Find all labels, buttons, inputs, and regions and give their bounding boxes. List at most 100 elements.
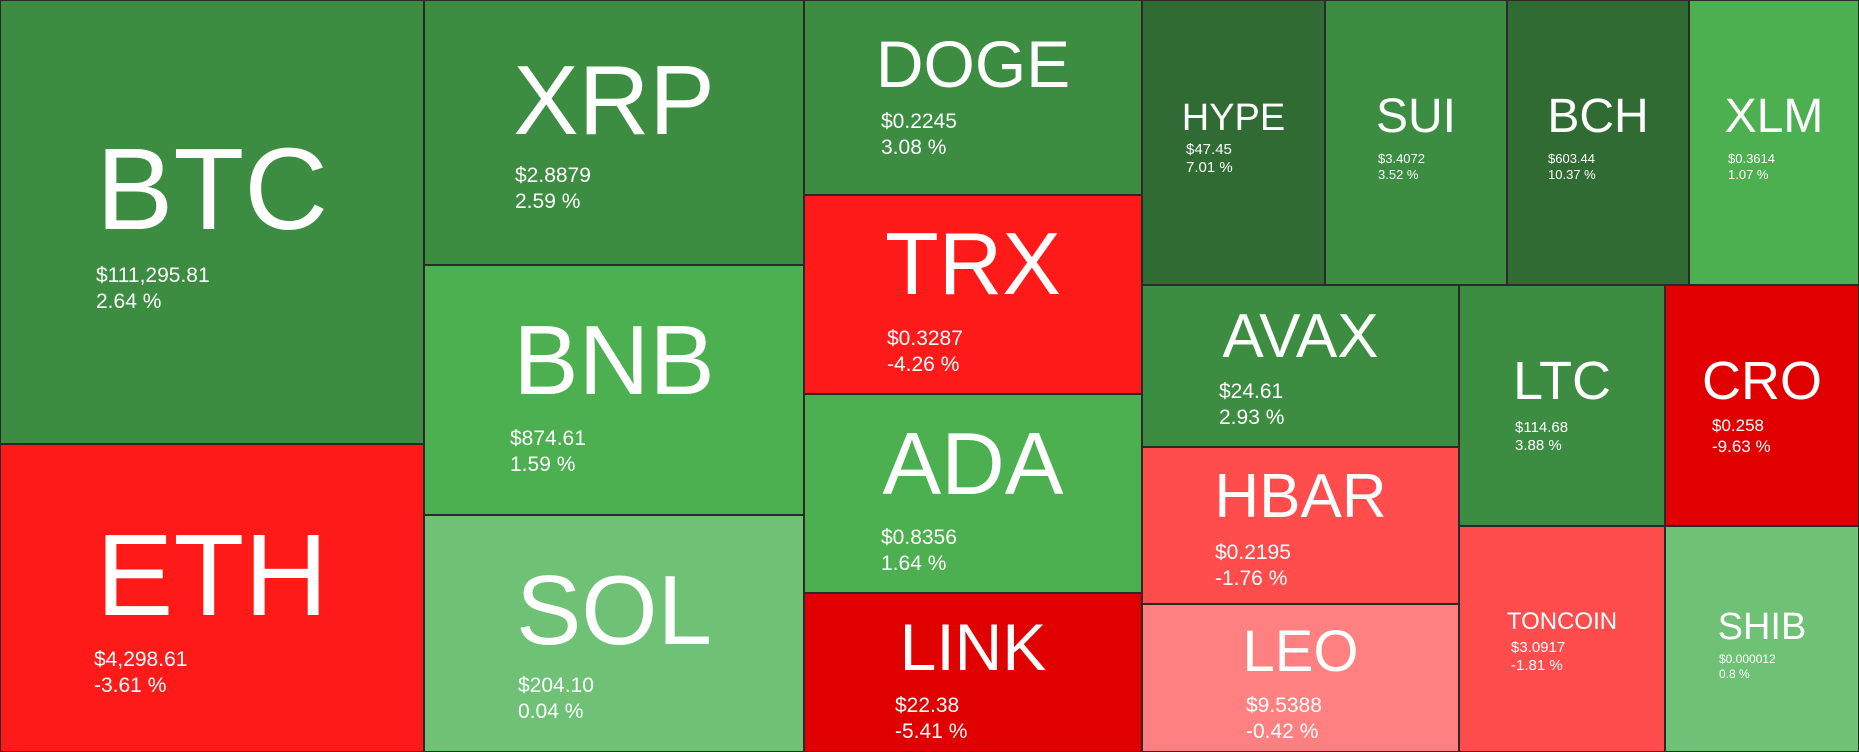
tile-price: $0.2245 bbox=[881, 110, 957, 133]
tile-change: 1.64 % bbox=[881, 551, 947, 575]
tile-sui[interactable]: SUI $3.4072 3.52 % bbox=[1325, 0, 1507, 285]
tile-bnb[interactable]: BNB $874.61 1.59 % bbox=[424, 265, 804, 515]
tile-cro[interactable]: CRO $0.258 -9.63 % bbox=[1665, 285, 1859, 526]
tile-info: $111,295.81 2.64 % bbox=[96, 263, 210, 314]
tile-info: $24.61 2.93 % bbox=[1219, 379, 1284, 430]
tile-price: $0.000012 bbox=[1719, 652, 1776, 666]
tile-leo[interactable]: LEO $9.5388 -0.42 % bbox=[1142, 604, 1459, 752]
tile-symbol: ETH bbox=[96, 510, 328, 640]
tile-price: $114.68 bbox=[1515, 419, 1569, 436]
tile-toncoin[interactable]: TONCOIN $3.0917 -1.81 % bbox=[1459, 526, 1665, 752]
tile-info: $2.8879 2.59 % bbox=[515, 163, 591, 214]
tile-symbol: SUI bbox=[1375, 90, 1456, 143]
tile-symbol: DOGE bbox=[875, 27, 1071, 101]
tile-change: -1.76 % bbox=[1215, 566, 1288, 590]
tile-info: $0.2245 3.08 % bbox=[881, 109, 957, 160]
tile-hbar[interactable]: HBAR $0.2195 -1.76 % bbox=[1142, 447, 1459, 604]
tile-change: 2.64 % bbox=[96, 289, 162, 313]
tile-price: $111,295.81 bbox=[96, 264, 210, 287]
tile-price: $0.3614 bbox=[1728, 151, 1775, 166]
tile-info: $603.44 10.37 % bbox=[1548, 151, 1596, 183]
tile-symbol: LINK bbox=[899, 610, 1047, 684]
tile-symbol: TRX bbox=[885, 214, 1061, 313]
tile-change: -1.81 % bbox=[1511, 657, 1563, 675]
tile-ada[interactable]: ADA $0.8356 1.64 % bbox=[804, 394, 1142, 593]
tile-change: 7.01 % bbox=[1186, 159, 1233, 177]
tile-change: -3.61 % bbox=[94, 673, 167, 697]
tile-symbol: AVAX bbox=[1222, 302, 1379, 371]
tile-symbol: HYPE bbox=[1181, 97, 1286, 139]
tile-info: $0.3287 -4.26 % bbox=[887, 326, 963, 377]
tile-xlm[interactable]: XLM $0.3614 1.07 % bbox=[1689, 0, 1859, 285]
tile-symbol: HBAR bbox=[1214, 462, 1387, 531]
tile-ltc[interactable]: LTC $114.68 3.88 % bbox=[1459, 285, 1665, 526]
tile-price: $9.5388 bbox=[1246, 694, 1322, 717]
tile-symbol: SOL bbox=[515, 555, 713, 665]
tile-change: -4.26 % bbox=[887, 352, 960, 376]
tile-price: $0.258 bbox=[1712, 416, 1764, 435]
tile-info: $3.0917 -1.81 % bbox=[1511, 639, 1565, 676]
tile-info: $0.3614 1.07 % bbox=[1728, 151, 1775, 183]
tile-change: -5.41 % bbox=[895, 719, 968, 743]
tile-trx[interactable]: TRX $0.3287 -4.26 % bbox=[804, 195, 1142, 394]
tile-avax[interactable]: AVAX $24.61 2.93 % bbox=[1142, 285, 1459, 447]
tile-change: 1.07 % bbox=[1728, 166, 1769, 182]
tile-btc[interactable]: BTC $111,295.81 2.64 % bbox=[0, 0, 424, 444]
tile-change: 3.88 % bbox=[1515, 437, 1562, 455]
tile-change: 2.59 % bbox=[515, 189, 581, 213]
tile-sol[interactable]: SOL $204.10 0.04 % bbox=[424, 515, 804, 752]
tile-symbol: BCH bbox=[1547, 90, 1649, 143]
tile-doge[interactable]: DOGE $0.2245 3.08 % bbox=[804, 0, 1142, 195]
tile-info: $22.38 -5.41 % bbox=[895, 693, 967, 744]
tile-price: $0.3287 bbox=[887, 327, 963, 350]
tile-info: $0.258 -9.63 % bbox=[1712, 416, 1771, 457]
tile-info: $204.10 0.04 % bbox=[518, 673, 594, 724]
tile-info: $3.4072 3.52 % bbox=[1378, 151, 1425, 183]
tile-change: -9.63 % bbox=[1712, 436, 1771, 456]
tile-change: 2.93 % bbox=[1219, 405, 1285, 429]
tile-info: $9.5388 -0.42 % bbox=[1246, 693, 1322, 744]
tile-symbol: CRO bbox=[1702, 351, 1822, 411]
tile-link[interactable]: LINK $22.38 -5.41 % bbox=[804, 593, 1142, 752]
tile-price: $603.44 bbox=[1548, 151, 1595, 166]
tile-change: -0.42 % bbox=[1246, 719, 1319, 743]
tile-info: $47.45 7.01 % bbox=[1186, 141, 1233, 178]
tile-change: 3.52 % bbox=[1378, 166, 1419, 182]
tile-symbol: BNB bbox=[513, 305, 715, 415]
tile-info: $0.2195 -1.76 % bbox=[1215, 540, 1291, 591]
tile-symbol: TONCOIN bbox=[1506, 608, 1618, 635]
tile-info: $0.8356 1.64 % bbox=[881, 525, 957, 576]
tile-info: $0.000012 0.8 % bbox=[1719, 652, 1776, 681]
tile-price: $4,298.61 bbox=[94, 648, 188, 671]
tile-symbol: SHIB bbox=[1717, 606, 1807, 648]
tile-price: $204.10 bbox=[518, 674, 594, 697]
tile-bch[interactable]: BCH $603.44 10.37 % bbox=[1507, 0, 1689, 285]
tile-symbol: LTC bbox=[1512, 351, 1611, 411]
tile-hype[interactable]: HYPE $47.45 7.01 % bbox=[1142, 0, 1325, 285]
tile-change: 0.8 % bbox=[1719, 666, 1750, 681]
tile-info: $4,298.61 -3.61 % bbox=[94, 647, 187, 698]
tile-shib[interactable]: SHIB $0.000012 0.8 % bbox=[1665, 526, 1859, 752]
tile-price: $0.2195 bbox=[1215, 541, 1291, 564]
tile-price: $3.0917 bbox=[1511, 639, 1566, 656]
tile-price: $47.45 bbox=[1186, 141, 1232, 158]
tile-price: $0.8356 bbox=[881, 526, 957, 549]
tile-change: 3.08 % bbox=[881, 135, 947, 159]
tile-change: 10.37 % bbox=[1548, 166, 1596, 182]
tile-info: $114.68 3.88 % bbox=[1515, 419, 1568, 456]
tile-symbol: ADA bbox=[882, 414, 1064, 513]
tile-xrp[interactable]: XRP $2.8879 2.59 % bbox=[424, 0, 804, 265]
tile-price: $22.38 bbox=[895, 694, 960, 717]
tile-symbol: LEO bbox=[1242, 619, 1359, 684]
tile-price: $874.61 bbox=[510, 427, 586, 450]
tile-info: $874.61 1.59 % bbox=[510, 426, 586, 477]
tile-price: $24.61 bbox=[1219, 380, 1284, 403]
tile-symbol: BTC bbox=[96, 124, 328, 254]
tile-price: $3.4072 bbox=[1378, 151, 1425, 166]
tile-eth[interactable]: ETH $4,298.61 -3.61 % bbox=[0, 444, 424, 752]
tile-change: 0.04 % bbox=[518, 699, 584, 723]
tile-price: $2.8879 bbox=[515, 164, 591, 187]
tile-change: 1.59 % bbox=[510, 452, 576, 476]
tile-symbol: XLM bbox=[1724, 90, 1824, 143]
